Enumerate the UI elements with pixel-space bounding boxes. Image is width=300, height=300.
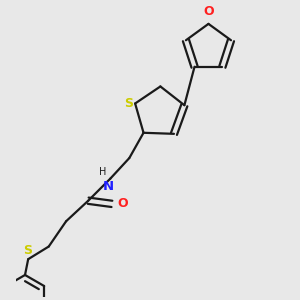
Text: H: H (99, 167, 106, 177)
Text: S: S (124, 97, 133, 110)
Text: S: S (23, 244, 32, 257)
Text: O: O (203, 5, 214, 18)
Text: N: N (103, 180, 114, 193)
Text: O: O (118, 197, 128, 210)
